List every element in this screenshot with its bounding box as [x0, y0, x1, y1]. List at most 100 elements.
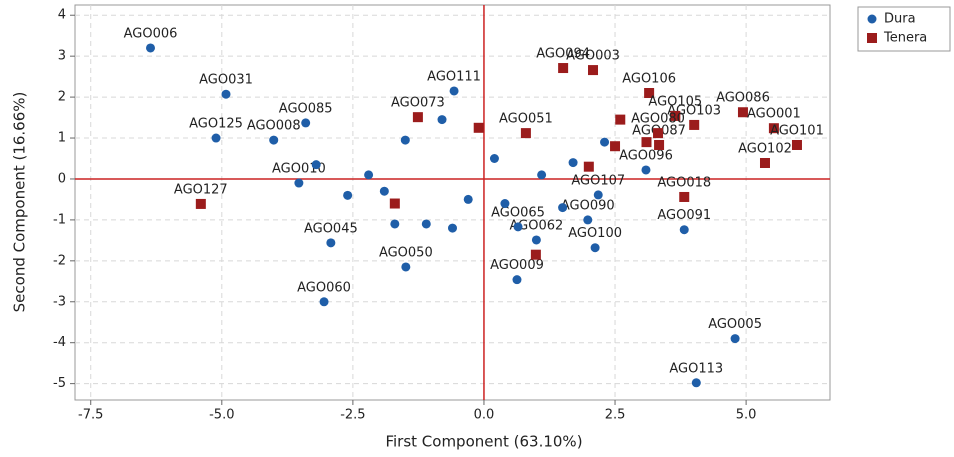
point [670, 110, 681, 121]
point-label: AGO060 [297, 280, 351, 295]
point [211, 133, 221, 143]
point-label: AGO018 [657, 175, 711, 190]
point [791, 139, 802, 150]
point [221, 89, 231, 99]
point [421, 219, 431, 229]
point-label: AGO080 [631, 112, 685, 127]
point [400, 135, 410, 145]
point [593, 190, 603, 200]
point [437, 115, 447, 125]
point [691, 378, 701, 388]
point [768, 123, 779, 134]
point [641, 165, 651, 175]
legend-box [857, 6, 951, 52]
point [513, 222, 523, 232]
x-tick-label: 0.0 [474, 408, 495, 423]
point [615, 114, 626, 125]
point-label: AGO031 [199, 73, 253, 88]
point [326, 238, 336, 248]
point [679, 191, 690, 202]
point [737, 107, 748, 118]
point-label: AGO001 [747, 107, 801, 122]
point [568, 158, 578, 168]
point-label: AGO008 [247, 119, 301, 134]
y-tick-label: -4 [53, 335, 66, 350]
y-tick-label: 4 [58, 8, 66, 23]
point [343, 190, 353, 200]
y-tick-label: 1 [58, 131, 66, 146]
legend-label: Dura [884, 12, 916, 27]
point-label: AGO086 [716, 91, 770, 106]
y-tick-label: -1 [53, 212, 66, 227]
point-label: AGO050 [379, 245, 433, 260]
point-label: AGO003 [566, 49, 620, 64]
point-label: AGO107 [571, 173, 625, 188]
point [390, 219, 400, 229]
point [730, 334, 740, 344]
point [512, 275, 522, 285]
point [412, 112, 423, 123]
point [401, 262, 411, 272]
x-tick-label: -7.5 [78, 408, 103, 423]
point [590, 243, 600, 253]
point [679, 225, 689, 235]
point [531, 235, 541, 245]
point [558, 63, 569, 74]
point [644, 88, 655, 99]
x-tick-label: -5.0 [209, 408, 234, 423]
y-axis-title: Second Component (16.66%) [11, 92, 29, 313]
point-label: AGO091 [657, 208, 711, 223]
point [500, 199, 510, 209]
point [311, 160, 321, 170]
point-label: AGO006 [124, 26, 178, 41]
point-label: AGO113 [669, 361, 723, 376]
y-tick-label: 2 [58, 90, 66, 105]
point-label: AGO125 [189, 117, 243, 132]
point [364, 170, 374, 180]
point [463, 194, 473, 204]
point [294, 178, 304, 188]
y-tick-label: -2 [53, 253, 66, 268]
point [449, 86, 459, 96]
x-tick-label: 2.5 [605, 408, 626, 423]
point [389, 198, 400, 209]
point-label: AGO127 [174, 182, 228, 197]
point [489, 153, 499, 163]
point [641, 137, 652, 148]
point-label: AGO103 [667, 103, 721, 118]
point-label: AGO005 [708, 317, 762, 332]
x-axis-title: First Component (63.10%) [385, 433, 582, 451]
point-label: AGO102 [738, 142, 792, 157]
point-label: AGO009 [490, 258, 544, 273]
point-label: AGO045 [304, 221, 358, 236]
legend-marker [867, 14, 877, 24]
point [583, 161, 594, 172]
point [610, 141, 621, 152]
legend-label: Tenera [883, 31, 927, 46]
point-label: AGO065 [491, 205, 545, 220]
point-label: AGO105 [648, 94, 702, 109]
y-tick-label: 3 [58, 49, 66, 64]
point-label: AGO073 [391, 96, 445, 111]
y-tick-label: 0 [58, 171, 66, 186]
point-label: AGO096 [619, 148, 673, 163]
point [537, 170, 547, 180]
point-label: AGO085 [279, 101, 333, 116]
point-label: AGO062 [509, 218, 563, 233]
point-label: AGO111 [427, 69, 481, 84]
point [583, 215, 593, 225]
point [473, 122, 484, 133]
point [269, 135, 279, 145]
point-label: AGO094 [536, 47, 590, 62]
point-label: AGO090 [561, 198, 615, 213]
point [759, 158, 770, 168]
point [558, 203, 568, 213]
x-tick-label: 5.0 [736, 408, 757, 423]
y-tick-label: -3 [53, 294, 66, 309]
point [319, 297, 329, 307]
point [379, 186, 389, 196]
point [689, 119, 700, 130]
point-label: AGO100 [568, 226, 622, 241]
point [588, 65, 599, 76]
